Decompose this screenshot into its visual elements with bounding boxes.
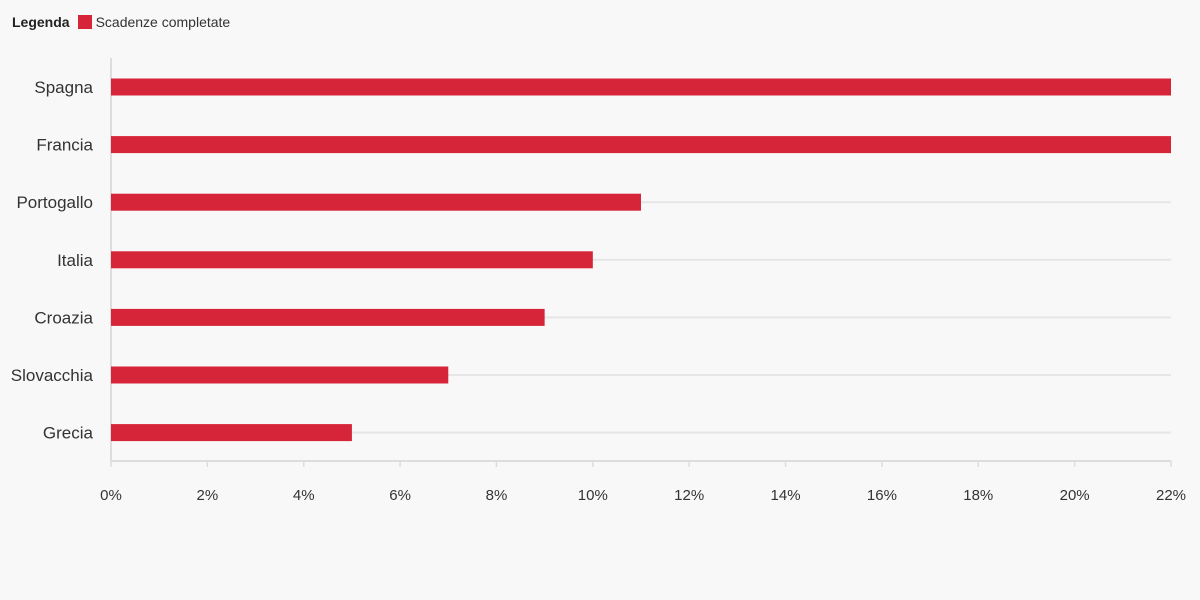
category-label: Francia bbox=[36, 136, 93, 155]
category-label: Grecia bbox=[43, 424, 94, 443]
bar-francia bbox=[111, 136, 1171, 154]
bar-slovacchia bbox=[111, 366, 449, 384]
x-tick-label: 16% bbox=[867, 487, 897, 504]
x-tick-label: 22% bbox=[1156, 487, 1186, 504]
x-tick-label: 4% bbox=[293, 487, 315, 504]
bar-portogallo bbox=[111, 193, 641, 211]
category-label: Italia bbox=[57, 251, 93, 270]
category-label: Spagna bbox=[34, 78, 93, 97]
x-tick-label: 14% bbox=[771, 487, 801, 504]
bar-spagna bbox=[111, 78, 1171, 96]
category-label: Croazia bbox=[34, 308, 93, 327]
category-label: Slovacchia bbox=[11, 366, 94, 385]
x-tick-label: 10% bbox=[578, 487, 608, 504]
x-tick-label: 0% bbox=[100, 487, 122, 504]
x-tick-label: 12% bbox=[674, 487, 704, 504]
x-tick-label: 18% bbox=[963, 487, 993, 504]
category-label: Portogallo bbox=[16, 193, 93, 212]
x-tick-label: 20% bbox=[1060, 487, 1090, 504]
bar-italia bbox=[111, 251, 593, 269]
bar-grecia bbox=[111, 424, 352, 442]
legend-title: Legenda bbox=[12, 14, 70, 30]
legend-swatch bbox=[77, 15, 92, 29]
x-tick-label: 2% bbox=[197, 487, 219, 504]
bar-croazia bbox=[111, 308, 545, 326]
x-tick-label: 6% bbox=[389, 487, 411, 504]
legend-series-label: Scadenze completate bbox=[95, 14, 231, 30]
x-tick-label: 8% bbox=[486, 487, 508, 504]
chart-legend: Legenda Scadenze completate bbox=[12, 13, 230, 31]
